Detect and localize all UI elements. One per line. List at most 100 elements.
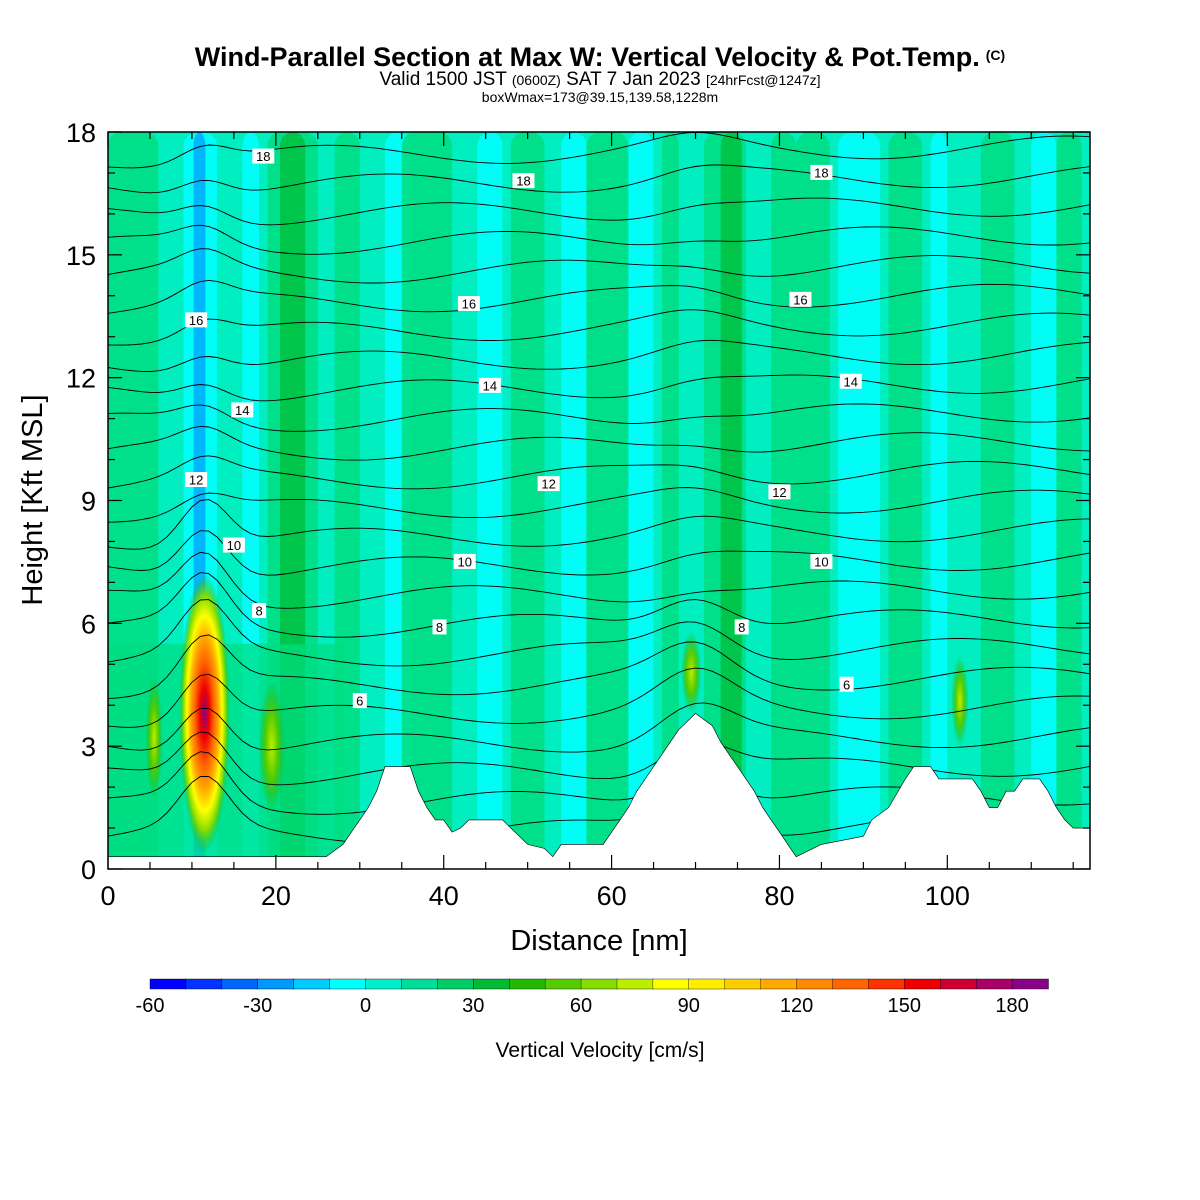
theta-label-text: 16 (793, 292, 807, 307)
colorbar-swatch (652, 978, 690, 990)
theta-contour (108, 572, 1090, 638)
theta-label-box (185, 472, 208, 488)
theta-label-box (839, 373, 862, 389)
theta-contour (108, 224, 1090, 255)
colorbar-swatch (509, 978, 546, 990)
colorbar-swatch (868, 978, 906, 990)
theta-contour-label: 6 (352, 693, 367, 709)
colorbar-label: Vertical Velocity [cm/s] (496, 1039, 705, 1062)
theta-contour-label: 12 (537, 476, 560, 492)
theta-contour-label: 18 (512, 173, 535, 189)
theta-label-box (839, 676, 854, 692)
theta-label-text: 12 (189, 473, 203, 488)
colorbar-swatch (1011, 978, 1049, 990)
theta-label-text: 8 (738, 620, 745, 635)
theta-label-box (231, 402, 254, 418)
theta-label-text: 8 (255, 604, 262, 619)
colorbar-swatch (975, 978, 1013, 990)
subtitle-date: SAT 7 Jan 2023 (566, 69, 701, 90)
theta-label-text: 18 (516, 174, 530, 189)
y-tick-label: 15 (66, 241, 96, 271)
colorbar-tick-label: -30 (243, 995, 272, 1017)
theta-label-box (789, 291, 812, 307)
colorbar-swatch (616, 978, 654, 990)
velocity-band (1056, 132, 1082, 869)
x-tick-label: 100 (925, 881, 970, 911)
theta-label-box (453, 553, 476, 569)
theta-contour (108, 374, 1090, 402)
theta-label-text: 16 (462, 296, 476, 311)
colorbar-swatch (473, 978, 510, 990)
colorbar-tick-label: 150 (888, 995, 921, 1017)
theta-label-text: 14 (235, 403, 249, 418)
chart-subtitle: Valid 1500 JST (0600Z) SAT 7 Jan 2023 [2… (0, 70, 1200, 90)
updraft-cell (951, 656, 969, 747)
colorbar-tick-label: 30 (462, 995, 484, 1017)
theta-label-text: 12 (772, 485, 786, 500)
colorbar-swatch (221, 978, 259, 990)
y-axis: 0 3 6 9 12 15 18 (66, 118, 1090, 885)
theta-label-box (457, 295, 480, 311)
x-tick-label: 0 (100, 881, 115, 911)
theta-contour-labels: 18 18 18 16 16 16 14 14 14 12 12 12 10 10 10 8 8 8 6 6 (185, 148, 862, 709)
updraft-cell (259, 680, 285, 812)
theta-label-box (252, 148, 275, 164)
terrain-mask (108, 713, 1090, 869)
theta-label-text: 6 (843, 677, 850, 692)
theta-contour-label: 10 (810, 553, 833, 569)
theta-contour (108, 403, 1090, 432)
chart-subtitle-box-wmax: boxWmax=173@39.15,139.58,1228m (481, 89, 719, 105)
theta-label-text: 6 (356, 694, 363, 709)
x-axis: 0 20 40 60 80 100 (100, 132, 1074, 911)
theta-label-box (512, 173, 535, 189)
theta-contour (108, 530, 1090, 576)
theta-label-text: 18 (814, 165, 828, 180)
velocity-band (401, 132, 453, 869)
theta-contour (108, 197, 1090, 226)
theta-label-text: 10 (457, 554, 471, 569)
colorbar-tick-label: 60 (570, 995, 592, 1017)
theta-label-box (222, 537, 245, 553)
velocity-band (661, 132, 679, 869)
colorbar-swatch (149, 978, 187, 990)
colorbar-tick-label: 120 (780, 995, 813, 1017)
updraft-cell (179, 574, 230, 853)
theta-contour (108, 425, 1090, 461)
theta-label-box (768, 484, 791, 500)
colorbar-swatch (365, 978, 403, 990)
colorbar-swatch (724, 978, 762, 990)
theta-contour-label: 16 (457, 295, 480, 311)
theta-contour-label: 16 (185, 312, 208, 328)
colorbar-tick-label: 0 (360, 995, 371, 1017)
colorbar-swatch (437, 978, 474, 990)
theta-contour (108, 499, 1090, 550)
theta-label-box (252, 603, 267, 619)
theta-contour-label: 18 (252, 148, 275, 164)
colorbar-tick-label: -60 (136, 995, 165, 1017)
x-tick-label: 20 (261, 881, 291, 911)
velocity-band (477, 132, 503, 869)
chart-header: Wind-Parallel Section at Max W: Vertical… (0, 40, 1200, 104)
theta-contour (108, 455, 1090, 490)
theta-label-text: 10 (227, 538, 241, 553)
theta-label-text: 14 (483, 378, 497, 393)
colorbar-swatch (257, 978, 295, 990)
velocity-band (586, 132, 629, 869)
y-tick-label: 9 (81, 487, 96, 517)
x-tick-label: 60 (597, 881, 627, 911)
y-tick-label: 18 (66, 118, 96, 148)
theta-contour (108, 279, 1090, 314)
colorbar-swatch (293, 978, 331, 990)
colorbar-swatch (185, 978, 223, 990)
theta-contour (108, 339, 1090, 372)
subtitle-valid-time: Valid 1500 JST (379, 69, 507, 90)
theta-contour (108, 248, 1090, 284)
y-tick-label: 6 (81, 609, 96, 639)
theta-contour (108, 551, 1090, 609)
updraft-cell (681, 631, 702, 714)
theta-label-box (352, 693, 367, 709)
theta-label-text: 8 (436, 620, 443, 635)
theta-label-box (185, 312, 208, 328)
x-tick-label: 40 (429, 881, 459, 911)
